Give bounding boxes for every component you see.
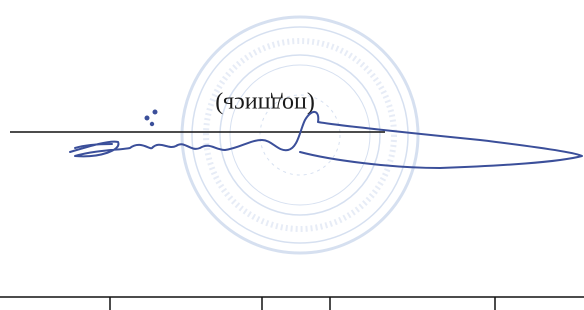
scan: (подпись) bbox=[0, 0, 584, 310]
page: {"document": {"caption": "(подпись)"}} (… bbox=[0, 0, 584, 310]
table-border bbox=[0, 297, 584, 310]
caption: (подпись) bbox=[215, 91, 315, 117]
signature bbox=[70, 111, 582, 169]
